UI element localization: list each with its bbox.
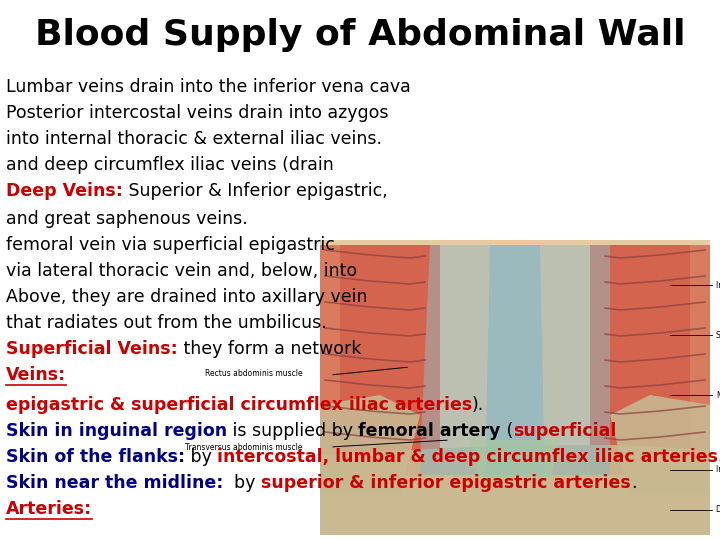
Text: Veins:: Veins: (6, 366, 66, 384)
Text: (: ( (501, 422, 513, 440)
Text: femoral artery: femoral artery (359, 422, 501, 440)
Text: Posterior intercostal veins drain into azygos: Posterior intercostal veins drain into a… (6, 104, 388, 122)
Polygon shape (320, 395, 420, 495)
Polygon shape (420, 245, 490, 475)
Text: by: by (185, 448, 217, 466)
Text: Lumbar veins drain into the inferior vena cava: Lumbar veins drain into the inferior ven… (6, 78, 410, 96)
Text: by: by (223, 474, 261, 492)
Text: intercostal, lumbar & deep circumflex iliac arteries.: intercostal, lumbar & deep circumflex il… (217, 448, 720, 466)
Text: Inferior e: Inferior e (716, 465, 720, 475)
Text: ).: ). (472, 396, 485, 414)
Text: .: . (631, 474, 636, 492)
Text: epigastric & superficial circumflex iliac arteries: epigastric & superficial circumflex ilia… (6, 396, 472, 414)
Polygon shape (610, 395, 710, 495)
Text: Skin of the flanks:: Skin of the flanks: (6, 448, 185, 466)
Polygon shape (485, 245, 545, 475)
Text: Rectus abdominis muscle: Rectus abdominis muscle (205, 368, 302, 377)
Polygon shape (470, 440, 560, 480)
Text: Transversus abdominis muscle: Transversus abdominis muscle (185, 442, 302, 451)
Text: and great saphenous veins.: and great saphenous veins. (6, 210, 248, 228)
Text: Deep Veins:: Deep Veins: (6, 182, 122, 200)
Polygon shape (340, 245, 430, 455)
Text: Deep c: Deep c (716, 505, 720, 515)
Polygon shape (320, 245, 440, 475)
Text: Above, they are drained into axillary vein: Above, they are drained into axillary ve… (6, 288, 367, 306)
Text: into internal thoracic & external iliac veins.: into internal thoracic & external iliac … (6, 130, 382, 148)
Text: Arteries:: Arteries: (6, 500, 92, 518)
Text: that radiates out from the umbilicus.: that radiates out from the umbilicus. (6, 314, 326, 332)
Text: femoral vein via superficial epigastric: femoral vein via superficial epigastric (6, 236, 335, 254)
Polygon shape (610, 245, 690, 455)
Text: is supplied by: is supplied by (227, 422, 359, 440)
Text: Superficial Veins:: Superficial Veins: (6, 340, 178, 358)
Text: superficial: superficial (513, 422, 616, 440)
Text: Superior & Inferior epigastric,: Superior & Inferior epigastric, (122, 182, 387, 200)
Text: they form a network: they form a network (178, 340, 361, 358)
Text: Skin in inguinal region: Skin in inguinal region (6, 422, 227, 440)
Polygon shape (540, 245, 610, 475)
Polygon shape (590, 245, 710, 475)
Text: Muscu: Muscu (716, 390, 720, 400)
Text: superior & inferior epigastric arteries: superior & inferior epigastric arteries (261, 474, 631, 492)
Polygon shape (320, 445, 710, 535)
Text: Skin near the midline:: Skin near the midline: (6, 474, 223, 492)
Bar (320, 240, 710, 535)
Text: Internal t: Internal t (716, 280, 720, 289)
Text: and deep circumflex iliac veins (drain: and deep circumflex iliac veins (drain (6, 156, 333, 174)
Text: Superior: Superior (716, 330, 720, 340)
Text: via lateral thoracic vein and, below, into: via lateral thoracic vein and, below, in… (6, 262, 357, 280)
Text: Blood Supply of Abdominal Wall: Blood Supply of Abdominal Wall (35, 18, 685, 52)
